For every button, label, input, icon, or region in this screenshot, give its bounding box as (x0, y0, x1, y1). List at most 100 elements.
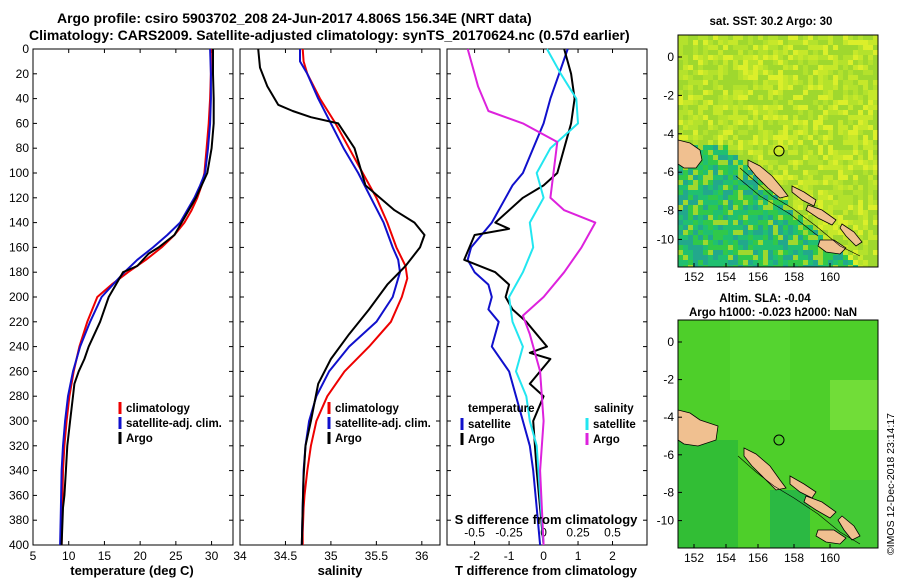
sst-cell (833, 165, 838, 170)
sst-cell (738, 215, 743, 220)
sst-cell (733, 95, 738, 100)
sst-cell (758, 105, 763, 110)
sst-cell (723, 255, 728, 260)
sst-cell (823, 195, 828, 200)
sst-cell (868, 165, 873, 170)
sst-cell (738, 110, 743, 115)
sst-cell (678, 65, 683, 70)
sst-cell (768, 195, 773, 200)
sst-cell (748, 75, 753, 80)
sst-cell (828, 185, 833, 190)
sst-cell (858, 115, 863, 120)
sst-cell (873, 220, 878, 225)
sst-cell (678, 70, 683, 75)
sst-cell (763, 205, 768, 210)
sst-cell (838, 65, 843, 70)
sst-cell (838, 130, 843, 135)
sst-cell (708, 170, 713, 175)
sst-cell (773, 105, 778, 110)
sst-cell (783, 215, 788, 220)
sst-cell (813, 245, 818, 250)
sst-cell (788, 260, 793, 265)
sst-cell (818, 85, 823, 90)
sst-cell (778, 160, 783, 165)
sst-cell (713, 245, 718, 250)
sst-cell (838, 230, 843, 235)
series-line-argo (60, 49, 215, 546)
sst-cell (873, 105, 878, 110)
sst-cell (758, 230, 763, 235)
salinity-legend: climatology satellite-adj. clim. Argo (327, 402, 431, 445)
sst-cell (838, 135, 843, 140)
sst-cell (813, 105, 818, 110)
sst-cell (703, 55, 708, 60)
sst-cell (693, 120, 698, 125)
sst-cell (718, 70, 723, 75)
sst-cell (833, 125, 838, 130)
sst-cell (773, 220, 778, 225)
sst-cell (863, 235, 868, 240)
sst-cell (783, 250, 788, 255)
sst-cell (693, 245, 698, 250)
sst-cell (863, 250, 868, 255)
sst-cell (808, 50, 813, 55)
sst-cell (678, 80, 683, 85)
sst-cell (848, 175, 853, 180)
sst-cell (703, 180, 708, 185)
sst-cell (853, 260, 858, 265)
sst-cell (848, 100, 853, 105)
sst-cell (803, 205, 808, 210)
sst-cell (733, 50, 738, 55)
sst-cell (718, 105, 723, 110)
sst-cell (728, 200, 733, 205)
sst-cell (683, 225, 688, 230)
sst-cell (723, 190, 728, 195)
sst-cell (723, 165, 728, 170)
sst-cell (748, 115, 753, 120)
sst-cell (733, 40, 738, 45)
sst-cell (738, 190, 743, 195)
sst-cell (768, 160, 773, 165)
sst-cell (743, 95, 748, 100)
sst-cell (873, 195, 878, 200)
legend-label-climatology: climatology (335, 403, 400, 415)
sst-cell (873, 190, 878, 195)
sst-cell (838, 155, 843, 160)
sst-cell (688, 240, 693, 245)
sst-cell (808, 80, 813, 85)
sst-cell (683, 245, 688, 250)
sst-cell (678, 95, 683, 100)
sst-cell (753, 255, 758, 260)
depth-tick-label: 380 (9, 513, 29, 527)
sst-cell (783, 125, 788, 130)
sla-patch (770, 490, 810, 548)
sst-cell (828, 170, 833, 175)
sst-cell (843, 255, 848, 260)
sst-cell (708, 145, 713, 150)
sst-cell (763, 245, 768, 250)
sst-y-tick-label: -2 (663, 88, 674, 102)
sst-cell (823, 140, 828, 145)
sst-cell (858, 95, 863, 100)
series-line-temperature-satellite (466, 48, 569, 546)
sst-cell (813, 125, 818, 130)
sst-cell (848, 225, 853, 230)
sst-cell (743, 200, 748, 205)
sst-cell (793, 35, 798, 40)
sst-cell (773, 215, 778, 220)
sst-cell (718, 190, 723, 195)
sst-cell (708, 40, 713, 45)
sst-cell (843, 115, 848, 120)
sst-cell (813, 145, 818, 150)
sst-cell (723, 75, 728, 80)
sst-cell (678, 40, 683, 45)
sst-cell (818, 230, 823, 235)
sst-cell (853, 85, 858, 90)
sst-cell (733, 265, 738, 267)
sst-cell (703, 135, 708, 140)
sst-cell (768, 95, 773, 100)
sst-cell (843, 260, 848, 265)
sst-cell (698, 210, 703, 215)
sst-cell (788, 185, 793, 190)
sst-cell (823, 260, 828, 265)
